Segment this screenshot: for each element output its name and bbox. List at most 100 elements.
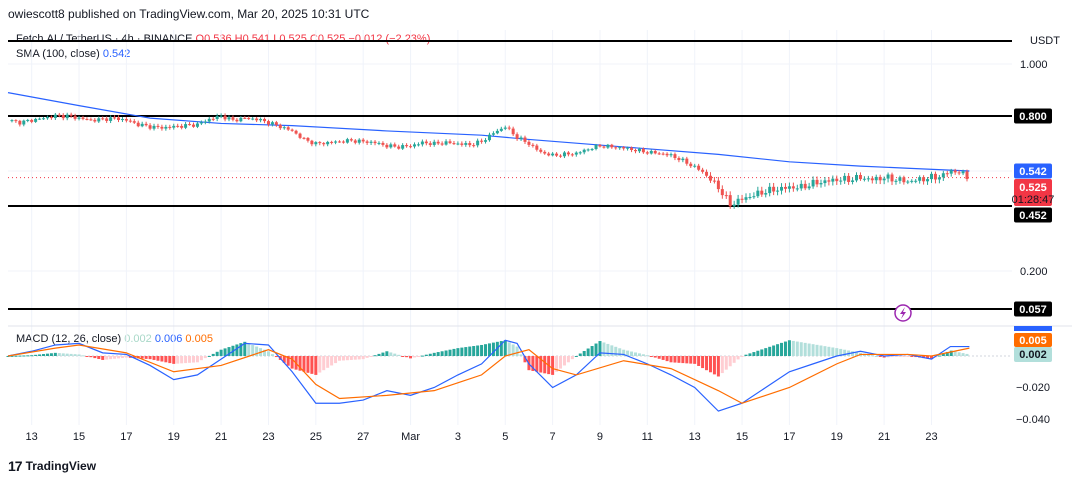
macd-histogram-bar — [957, 352, 961, 356]
macd-histogram-bar — [898, 356, 902, 357]
macd-histogram-bar — [101, 356, 105, 360]
macd-histogram-bar — [906, 356, 910, 357]
macd-pane — [6, 339, 1012, 412]
macd-histogram-bar — [882, 356, 886, 358]
macd-histogram-bar — [622, 349, 626, 356]
candle-body — [495, 130, 499, 134]
macd-histogram-bar — [926, 356, 930, 359]
candle-body — [361, 139, 365, 142]
candle-body — [188, 124, 192, 126]
x-tick-label: 19 — [831, 431, 843, 443]
candle-body — [890, 174, 894, 182]
macd-y-tick-label: −0.020 — [1016, 382, 1050, 394]
macd-histogram-bar — [732, 356, 736, 363]
macd-histogram-bar — [874, 356, 878, 357]
candle-body — [843, 175, 847, 181]
candle-body — [199, 122, 203, 124]
macd-histogram-bar — [405, 356, 409, 358]
candle-body — [203, 121, 207, 123]
level-label-0800: 0.800 — [1014, 108, 1052, 124]
candle-body — [689, 163, 693, 167]
macd-histogram-bar — [606, 343, 610, 356]
candle-body — [787, 186, 791, 189]
candle-body — [937, 177, 941, 180]
candle-body — [523, 137, 527, 142]
macd-histogram-bar — [803, 342, 807, 356]
macd-histogram-bar — [330, 356, 334, 366]
macd-histogram-bar — [65, 353, 69, 356]
candle-body — [416, 144, 420, 146]
candle-body — [491, 133, 495, 135]
macd-histogram-bar — [519, 354, 523, 356]
candle-body — [555, 153, 559, 156]
macd-histogram-bar — [14, 355, 18, 357]
macd-line-label-bg — [1014, 326, 1052, 331]
x-tick-label: 23 — [925, 431, 937, 443]
candle-body — [247, 118, 251, 120]
price-axis: USDT 1.000 0.200 −0.020 −0.040 — [1016, 35, 1060, 426]
macd-histogram-bar — [377, 353, 381, 356]
candle-body — [941, 173, 945, 178]
macd-histogram-bar — [468, 346, 472, 356]
macd-histogram-bar — [831, 347, 835, 356]
macd-histogram-bar — [440, 351, 444, 356]
macd-histogram-bar — [164, 356, 168, 363]
macd-histogram-bar — [728, 356, 732, 367]
candle-body — [641, 148, 645, 153]
macd-histogram-bar — [424, 354, 428, 356]
level-label-0452-text: 0.452 — [1019, 210, 1047, 222]
candle-body — [302, 137, 306, 139]
candle-body — [405, 145, 409, 147]
candle-body — [736, 198, 740, 205]
macd-histogram-bar — [878, 356, 882, 357]
x-tick-label: 11 — [642, 431, 653, 443]
candle-body — [18, 120, 22, 125]
candle-body — [630, 147, 634, 151]
candle-body — [22, 120, 26, 125]
macd-histogram-bar — [673, 356, 677, 363]
candle-body — [791, 186, 795, 189]
flash-icon[interactable] — [894, 304, 912, 322]
candle-body — [665, 153, 669, 156]
macd-legend[interactable]: MACD (12, 26, close) 0.002 0.006 0.005 — [16, 333, 213, 345]
candle-body — [705, 171, 709, 176]
tradingview-footer[interactable]: 17 TradingView — [8, 458, 96, 474]
candle-body — [460, 143, 464, 145]
candle-body — [448, 141, 452, 144]
macd-histogram-bar — [626, 350, 630, 356]
macd-histogram-bar — [665, 356, 669, 362]
macd-histogram-bar — [499, 341, 503, 356]
level-label-0057: 0.057 — [1014, 301, 1052, 317]
candle-body — [657, 153, 661, 155]
macd-histogram-bar — [353, 356, 357, 360]
macd-histogram-bar — [780, 342, 784, 356]
candle-body — [341, 141, 345, 143]
macd-histogram-bar — [207, 356, 211, 357]
candle-body — [614, 147, 618, 149]
macd-histogram-bar — [480, 344, 484, 356]
macd-histogram-bar — [93, 356, 97, 359]
candle-body — [215, 116, 219, 119]
macd-histogram-bar — [432, 352, 436, 356]
candle-body — [906, 181, 910, 183]
candle-body — [53, 114, 57, 119]
candle-body — [756, 190, 760, 197]
candle-body — [803, 183, 807, 189]
candle-body — [156, 125, 160, 127]
candle-body — [65, 114, 69, 119]
macd-histogram-bar — [795, 341, 799, 356]
candle-body — [618, 147, 622, 149]
macd-histogram-bar — [961, 353, 965, 356]
candle-body — [780, 186, 784, 191]
macd-histogram-bar — [338, 356, 342, 361]
macd-histogram-bar — [523, 356, 527, 363]
candle-body — [38, 118, 42, 120]
macd-histogram-bar — [886, 356, 890, 358]
macd-histogram-bar — [555, 356, 559, 372]
candle-body — [961, 171, 965, 174]
candle-body — [227, 117, 231, 120]
candle-body — [815, 179, 819, 185]
macd-histogram-bar — [235, 344, 239, 356]
macd-histogram-bar — [314, 356, 318, 375]
